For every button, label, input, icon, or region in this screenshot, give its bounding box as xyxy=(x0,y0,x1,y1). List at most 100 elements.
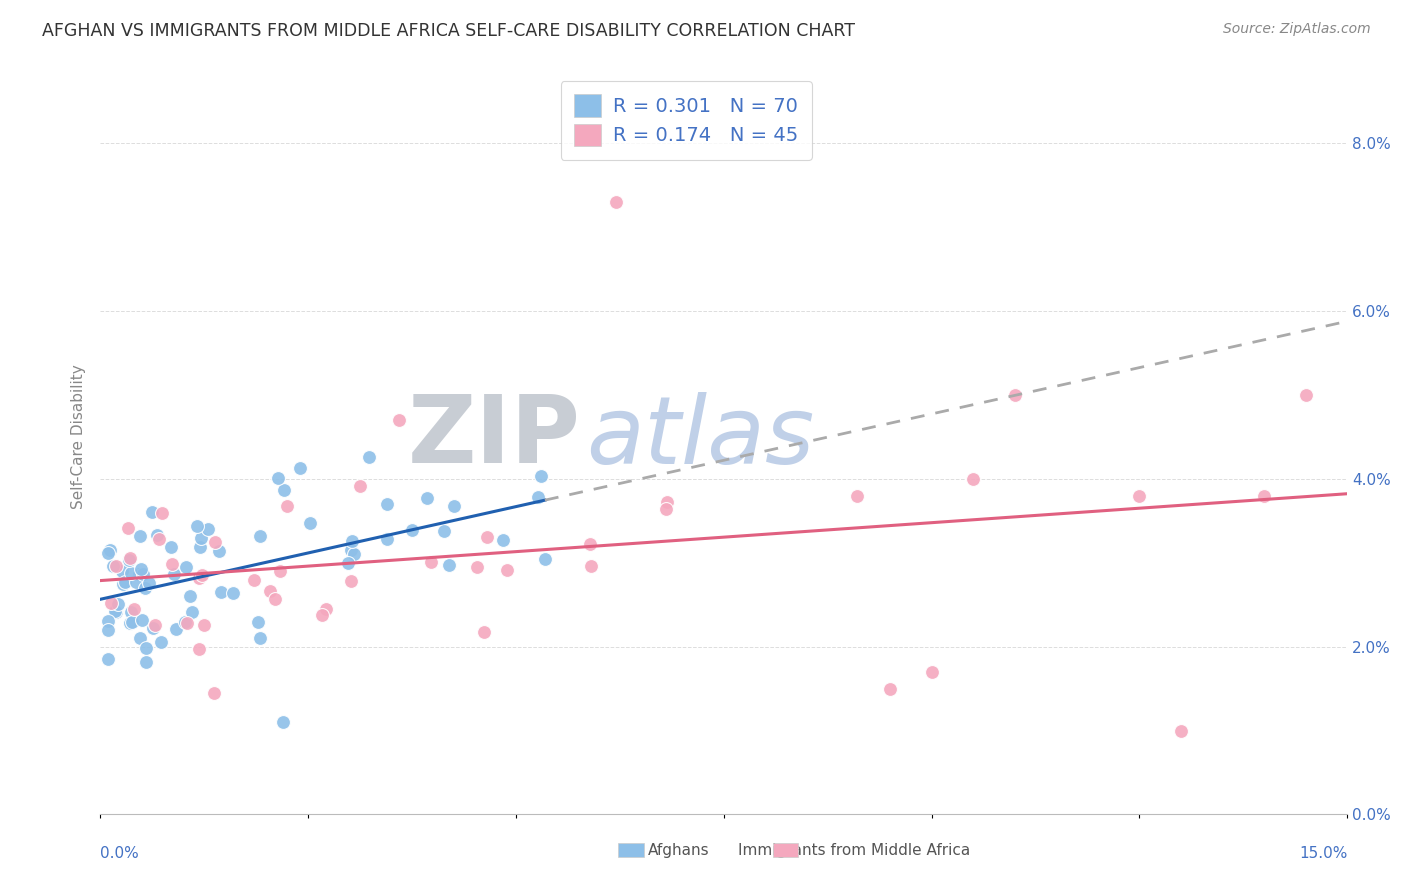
Point xyxy=(1170,723,1192,738)
Point xyxy=(173,615,195,629)
Point xyxy=(534,552,557,566)
Point xyxy=(150,634,173,648)
Point xyxy=(103,559,125,574)
Point xyxy=(104,603,127,617)
Point xyxy=(1253,489,1275,503)
Point xyxy=(337,556,360,570)
Point xyxy=(121,615,143,630)
Point xyxy=(249,529,271,543)
Point xyxy=(97,615,120,629)
Point xyxy=(269,564,291,578)
Text: Afghans: Afghans xyxy=(648,843,710,858)
Point xyxy=(311,608,333,623)
Point xyxy=(209,584,232,599)
Point xyxy=(340,574,363,588)
Point xyxy=(129,562,152,576)
Point xyxy=(114,575,136,590)
Point xyxy=(415,491,437,505)
Point xyxy=(193,617,215,632)
Point xyxy=(124,574,146,589)
Point xyxy=(174,559,197,574)
Point xyxy=(134,581,156,595)
Point xyxy=(97,651,120,665)
Text: atlas: atlas xyxy=(586,392,814,483)
Point xyxy=(148,532,170,546)
Point xyxy=(97,623,120,637)
Point xyxy=(579,537,602,551)
Point xyxy=(1295,388,1317,402)
Point xyxy=(249,631,271,645)
Point xyxy=(222,586,245,600)
Point xyxy=(131,613,153,627)
Legend: R = 0.301   N = 70, R = 0.174   N = 45: R = 0.301 N = 70, R = 0.174 N = 45 xyxy=(561,80,811,160)
Point xyxy=(443,500,465,514)
Point xyxy=(150,506,173,520)
Point xyxy=(120,566,142,581)
Point xyxy=(142,621,165,635)
Point xyxy=(357,450,380,464)
Point xyxy=(526,491,548,505)
Point xyxy=(129,529,152,543)
Point xyxy=(120,606,142,620)
Point xyxy=(401,523,423,537)
Point xyxy=(492,533,515,547)
Point xyxy=(188,642,211,657)
Point xyxy=(190,541,212,555)
Point xyxy=(271,715,294,730)
Point xyxy=(181,605,204,619)
Point xyxy=(104,558,127,573)
Point xyxy=(276,499,298,513)
Point xyxy=(118,553,141,567)
Point xyxy=(176,615,198,630)
Point xyxy=(879,681,901,696)
Point xyxy=(145,528,167,542)
Point xyxy=(495,563,517,577)
Point xyxy=(105,605,128,619)
Point xyxy=(160,558,183,572)
Point xyxy=(111,577,134,591)
Point xyxy=(845,489,868,503)
Point xyxy=(530,469,553,483)
Point xyxy=(579,559,602,574)
Point xyxy=(605,195,627,210)
Point xyxy=(315,601,337,615)
Text: ZIP: ZIP xyxy=(408,391,581,483)
Point xyxy=(190,531,212,545)
Point xyxy=(437,558,460,572)
Point xyxy=(143,617,166,632)
Point xyxy=(128,567,150,582)
Point xyxy=(110,564,132,578)
Point xyxy=(475,530,498,544)
Point xyxy=(340,542,363,557)
Point xyxy=(264,591,287,606)
Point xyxy=(474,625,496,640)
Text: Immigrants from Middle Africa: Immigrants from Middle Africa xyxy=(738,843,970,858)
Point xyxy=(122,601,145,615)
Point xyxy=(1128,489,1150,503)
Point xyxy=(657,495,679,509)
Point xyxy=(97,546,120,560)
Point xyxy=(433,524,456,539)
Text: 15.0%: 15.0% xyxy=(1299,846,1347,861)
Text: Source: ZipAtlas.com: Source: ZipAtlas.com xyxy=(1223,22,1371,37)
Point xyxy=(288,461,311,475)
Point xyxy=(98,542,121,557)
Point xyxy=(246,615,269,629)
Point xyxy=(377,532,399,546)
Point xyxy=(204,534,226,549)
Point xyxy=(191,568,214,582)
Point xyxy=(465,560,488,574)
Point xyxy=(197,522,219,536)
Point xyxy=(388,413,411,427)
Point xyxy=(179,589,201,603)
Point xyxy=(135,640,157,655)
Point xyxy=(117,520,139,534)
Point xyxy=(273,483,295,498)
Point xyxy=(135,655,157,669)
Point xyxy=(107,597,129,611)
Point xyxy=(349,479,371,493)
Point xyxy=(259,583,281,598)
Point xyxy=(419,555,441,569)
Point xyxy=(118,550,141,565)
Point xyxy=(138,576,160,591)
